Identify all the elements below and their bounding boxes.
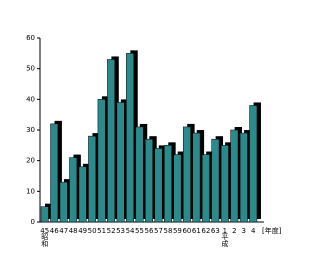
bar — [239, 132, 248, 223]
bar-shadow — [196, 130, 205, 219]
bar — [201, 154, 210, 223]
y-tick-label: 20 — [26, 157, 35, 165]
y-tick-label: 30 — [26, 126, 35, 134]
bar-shadow — [225, 142, 233, 219]
x-tick-label: 49 — [78, 227, 87, 235]
bar-shadow — [73, 154, 81, 219]
x-tick-label: 46 — [50, 227, 59, 235]
bar — [50, 123, 59, 223]
bar-shadow — [63, 179, 72, 219]
bar — [230, 129, 239, 223]
bar-shadow — [158, 145, 167, 219]
bar-shadow — [234, 127, 243, 219]
bar-shadow — [130, 50, 138, 220]
x-tick-label: 59 — [173, 227, 182, 235]
bar — [78, 166, 87, 223]
bar — [69, 157, 78, 223]
bar-shadow — [244, 130, 252, 219]
bar-shadow — [101, 96, 110, 219]
bar-shadow — [120, 99, 129, 219]
bar-shadow — [187, 123, 195, 219]
x-tick-label: 54 — [126, 227, 135, 235]
bar-shadow — [168, 142, 176, 219]
x-tick-label: 51 — [97, 227, 106, 235]
bar — [182, 126, 191, 223]
y-tick-label: 50 — [26, 65, 35, 73]
era-label: 平成 — [221, 233, 229, 248]
bar — [164, 145, 172, 223]
x-tick-label: 57 — [154, 227, 163, 235]
x-tick-label: 60 — [182, 227, 191, 235]
bar — [145, 138, 153, 223]
x-tick-label: 53 — [116, 227, 125, 235]
x-tick-label: 45 — [40, 227, 49, 235]
bar — [88, 135, 97, 223]
bar — [97, 99, 106, 223]
bar-shadow — [149, 136, 157, 219]
x-tick-label: 47 — [59, 227, 68, 235]
x-tick-label: 50 — [88, 227, 97, 235]
bar — [173, 154, 182, 223]
era-label: 昭和 — [41, 233, 49, 248]
bar-shadow — [253, 102, 261, 219]
y-tick-label: 10 — [26, 187, 35, 195]
x-tick-label: 55 — [135, 227, 144, 235]
y-tick-label: 40 — [26, 95, 35, 103]
bar — [220, 145, 229, 223]
bar-shadow — [206, 151, 214, 219]
y-tick-label: 0 — [31, 218, 35, 226]
bar-shadow — [92, 133, 100, 219]
x-tick-label: 4 — [251, 227, 256, 235]
bar-shadow — [111, 56, 119, 219]
x-tick-label: 1 — [223, 227, 227, 235]
bar-shadow — [54, 120, 62, 219]
bar — [59, 181, 68, 223]
bar — [211, 138, 220, 223]
bar-shadow — [215, 136, 224, 219]
bar — [40, 206, 49, 223]
x-tick-label: 48 — [69, 227, 78, 235]
bar-shadow — [139, 123, 148, 219]
bar-shadow — [82, 163, 91, 219]
bar-shadow — [45, 203, 53, 219]
x-tick-label: 52 — [107, 227, 116, 235]
bar — [249, 105, 258, 223]
x-tick-label: 61 — [192, 227, 201, 235]
x-tick-label: 2 — [232, 227, 236, 235]
bar — [107, 59, 116, 223]
bar — [126, 53, 134, 223]
x-tick-label: 58 — [163, 227, 172, 235]
y-tick-label: 60 — [26, 34, 35, 42]
x-tick-label: 56 — [145, 227, 154, 235]
bar — [192, 132, 201, 223]
bar-shadow — [177, 151, 186, 219]
bar — [135, 126, 144, 223]
x-tick-label: 3 — [242, 227, 246, 235]
bar — [154, 148, 163, 223]
x-tick-label: 63 — [211, 227, 220, 235]
x-tick-label: 62 — [201, 227, 210, 235]
x-axis-label: [年度] — [262, 226, 282, 235]
bar — [116, 102, 125, 223]
